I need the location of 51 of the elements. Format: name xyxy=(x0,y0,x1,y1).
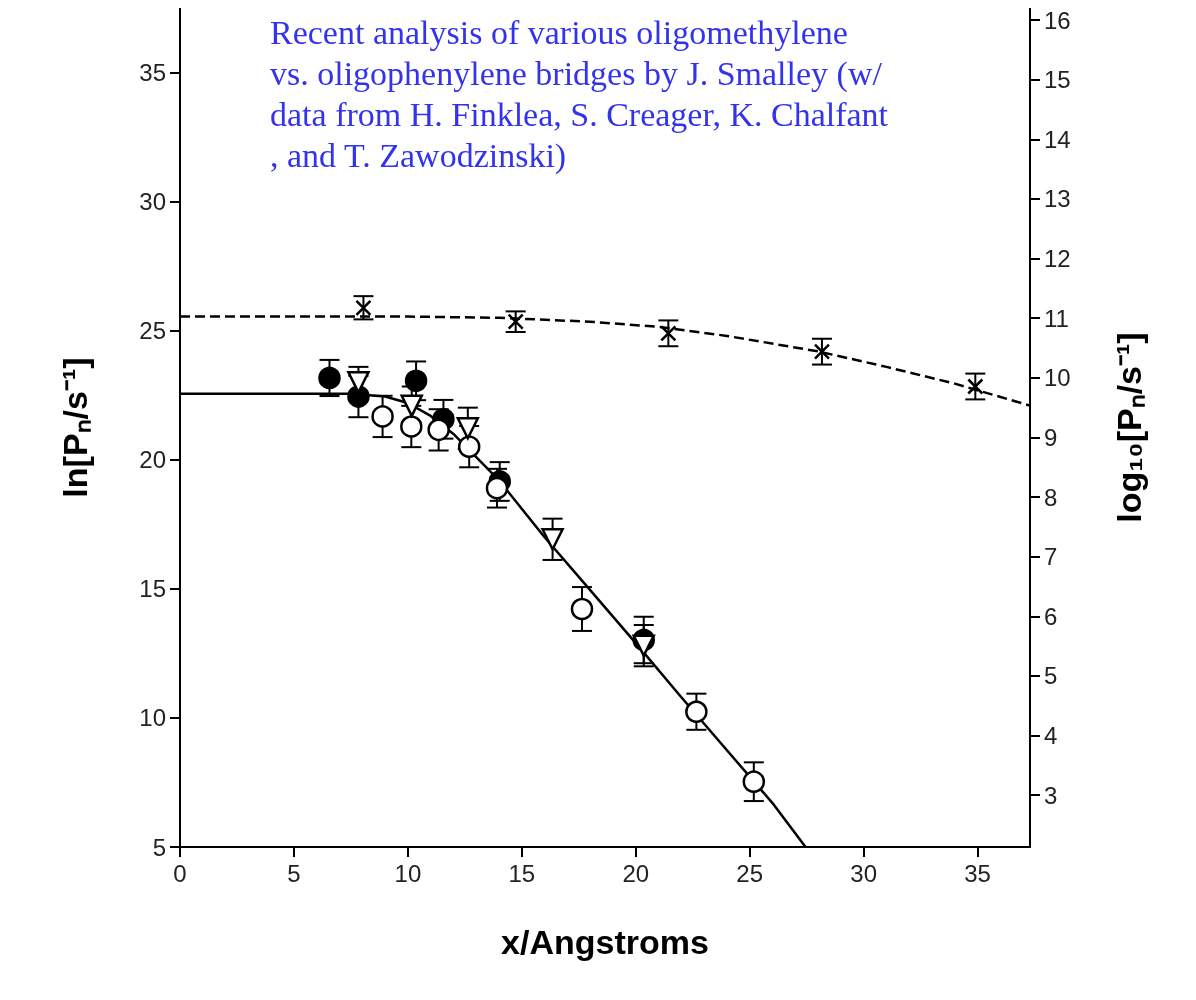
y2-tick-label: 7 xyxy=(1044,543,1058,571)
point xyxy=(742,770,766,793)
x-tick-label: 15 xyxy=(508,859,536,887)
y2-tick-label: 6 xyxy=(1044,602,1058,630)
point xyxy=(660,325,677,342)
x-tick-label: 25 xyxy=(736,859,764,887)
y2-tick-label: 16 xyxy=(1044,6,1071,34)
point xyxy=(457,435,481,458)
annotation: Recent analysis of various oligomethylene vs. oligophenylene bridges by J. Smalley (w/ data from H. Finklea, S. Creager, K. Chalfant, and T. Zawodzinski) xyxy=(270,14,891,175)
y2-tick-label: 15 xyxy=(1044,66,1071,94)
y2-tick-label: 3 xyxy=(1044,781,1058,809)
x-tick-label: 5 xyxy=(287,859,301,887)
y2-tick-label: 9 xyxy=(1044,423,1058,451)
y2-tick-label: 12 xyxy=(1044,245,1071,272)
point xyxy=(404,369,428,393)
y2-tick-label: 11 xyxy=(1044,304,1069,332)
point xyxy=(813,343,831,360)
y-tick-label: 25 xyxy=(139,317,166,345)
point xyxy=(485,476,509,500)
x-tick-label: 35 xyxy=(964,859,991,887)
y-tick-label: 15 xyxy=(139,575,166,603)
y-tick-label: 35 xyxy=(139,59,166,87)
y-tick-label: 30 xyxy=(139,188,166,216)
x-tick-label: 20 xyxy=(622,859,650,887)
point xyxy=(967,378,984,395)
point xyxy=(570,597,594,621)
point xyxy=(632,634,655,657)
y2-tick-label: 4 xyxy=(1044,722,1058,749)
y2-tick-label: 10 xyxy=(1044,364,1071,392)
x-tick-label: 0 xyxy=(173,859,187,887)
point xyxy=(371,405,394,428)
point xyxy=(541,528,564,551)
point xyxy=(685,700,708,723)
x-tick-label: 10 xyxy=(394,859,422,887)
y2-tick-label: 14 xyxy=(1044,125,1071,153)
point xyxy=(400,394,424,418)
y-axis-title: ln[Pₙ/s⁻¹] xyxy=(56,357,94,498)
point xyxy=(400,415,423,438)
y2-tick-label: 8 xyxy=(1044,483,1058,511)
y-tick-label: 10 xyxy=(139,704,166,732)
y-tick-label: 20 xyxy=(139,446,166,474)
y2-tick-label: 5 xyxy=(1044,662,1058,690)
y2-tick-label: 13 xyxy=(1044,185,1071,213)
x-tick-label: 30 xyxy=(850,859,877,887)
y-tick-label: 5 xyxy=(152,833,166,861)
y2-axis-title: log₁₀[Pₙ/s⁻¹] xyxy=(1110,332,1148,523)
point xyxy=(347,385,370,408)
x-axis-title: x/Angstroms xyxy=(501,923,709,961)
point xyxy=(456,417,480,440)
point xyxy=(427,418,450,442)
point xyxy=(318,366,341,390)
